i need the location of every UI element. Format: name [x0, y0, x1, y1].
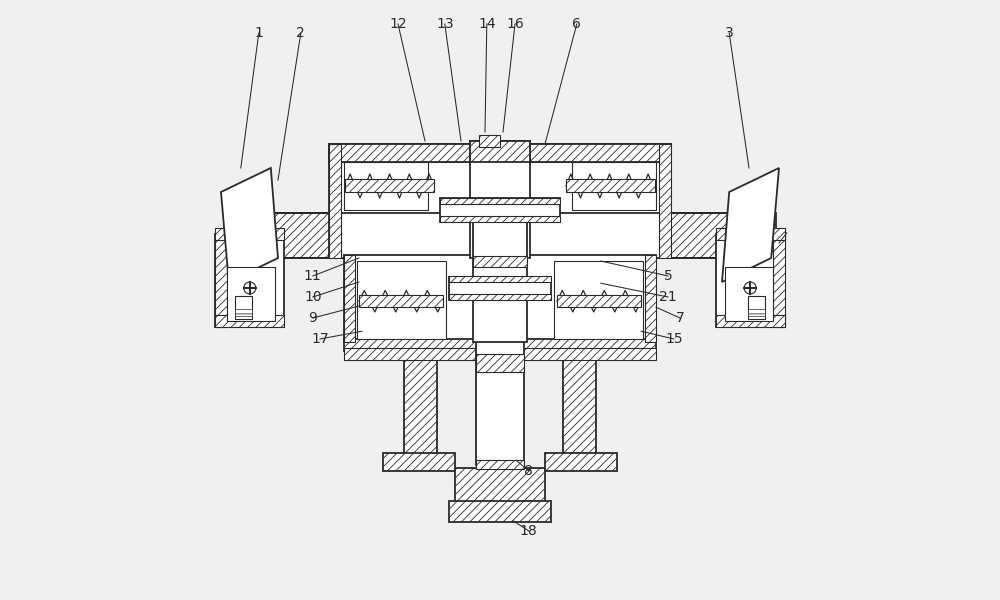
Bar	[449, 277, 551, 300]
Bar	[215, 315, 284, 327]
Bar	[224, 213, 776, 258]
Bar	[357, 261, 446, 339]
Bar	[383, 453, 455, 471]
Bar	[449, 276, 551, 282]
Bar	[773, 234, 785, 327]
Bar	[473, 222, 527, 342]
Text: 9: 9	[308, 311, 317, 325]
Bar	[748, 296, 765, 319]
Text: 13: 13	[436, 17, 454, 31]
Bar	[716, 234, 785, 327]
Bar	[329, 144, 671, 258]
Bar	[479, 135, 500, 147]
Bar	[359, 295, 443, 307]
Bar	[215, 228, 284, 240]
Bar	[470, 141, 530, 258]
Text: 17: 17	[311, 332, 329, 346]
Text: 5: 5	[664, 269, 672, 283]
Bar	[440, 198, 560, 204]
Bar	[235, 296, 252, 319]
Bar	[329, 144, 671, 162]
Bar	[748, 309, 765, 316]
Text: 3: 3	[725, 26, 734, 40]
Bar	[449, 501, 551, 522]
Bar	[215, 234, 227, 327]
Text: 15: 15	[665, 332, 683, 346]
Text: 18: 18	[520, 524, 538, 538]
Text: 12: 12	[389, 17, 407, 31]
Bar	[344, 348, 656, 360]
Text: 10: 10	[304, 290, 322, 304]
Text: 7: 7	[676, 311, 684, 325]
Bar	[563, 348, 596, 456]
Bar	[476, 336, 524, 465]
Bar	[572, 162, 656, 210]
Bar	[440, 216, 560, 222]
Text: 4: 4	[775, 236, 783, 250]
Text: 2: 2	[296, 26, 305, 40]
Bar	[716, 228, 785, 240]
Bar	[476, 354, 524, 372]
Bar	[473, 256, 527, 267]
Bar	[554, 261, 643, 339]
Bar	[440, 198, 560, 222]
Bar	[725, 267, 773, 321]
Bar	[344, 339, 656, 351]
Bar	[344, 162, 428, 210]
Bar	[455, 468, 545, 504]
Bar	[404, 348, 437, 456]
Bar	[470, 141, 530, 162]
Text: 11: 11	[304, 269, 322, 283]
Bar	[345, 179, 434, 192]
Bar	[476, 460, 524, 469]
Bar	[557, 295, 641, 307]
Bar	[227, 267, 275, 321]
Text: 21: 21	[659, 290, 677, 304]
Bar	[716, 315, 785, 327]
Polygon shape	[722, 168, 779, 282]
Bar	[344, 255, 355, 342]
Text: 6: 6	[572, 17, 581, 31]
Text: 16: 16	[506, 17, 524, 31]
Bar	[645, 255, 656, 342]
Text: 14: 14	[478, 17, 496, 31]
Polygon shape	[221, 168, 278, 282]
Bar	[344, 255, 656, 342]
Bar	[566, 179, 655, 192]
Text: 1: 1	[254, 26, 263, 40]
Bar	[545, 453, 617, 471]
Bar	[235, 309, 252, 316]
Bar	[329, 144, 341, 258]
Bar	[659, 144, 671, 258]
Bar	[215, 234, 284, 327]
Bar	[449, 294, 551, 300]
Text: 8: 8	[524, 464, 533, 478]
